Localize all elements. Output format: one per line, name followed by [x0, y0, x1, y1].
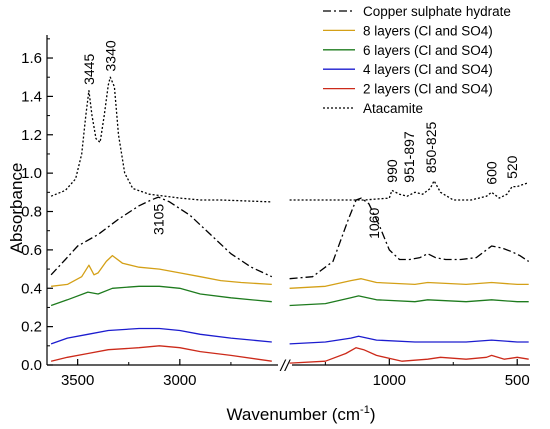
peak-label: 3445 — [81, 54, 97, 85]
series-line-1-panel-2 — [289, 197, 530, 280]
series-line-2-panel-2 — [289, 278, 529, 289]
y-tick-label: 1.4 — [21, 88, 42, 105]
series-line-5-panel-2 — [289, 347, 529, 364]
legend-label: 8 layers (Cl and SO4) — [363, 23, 493, 38]
x-tick-label: 3500 — [61, 372, 94, 389]
axis-break-gap — [278, 359, 292, 371]
peak-label: 990 — [384, 159, 400, 183]
series-line-2-panel-1 — [51, 254, 272, 287]
peak-annotations: 3445 3340 3105 990 951-897 850-825 1060 600 520 — [81, 40, 520, 239]
y-tick-label: 1.6 — [21, 50, 42, 67]
x-axis-title-end: ) — [370, 405, 376, 424]
series-line-6-panel-1 — [50, 76, 272, 203]
legend-label: 4 layers (Cl and SO4) — [363, 62, 493, 77]
y-tick-label: 1.0 — [21, 165, 42, 182]
peak-label: 3340 — [102, 40, 118, 71]
y-axis-title: Absorbance — [7, 163, 26, 254]
axes: 0.0 0.2 0.4 0.6 0.8 1.0 1.2 1.4 1.6 3500 3000 1000 5… — [21, 35, 530, 389]
y-tick-label: 0.2 — [21, 319, 42, 336]
peak-label: 850-825 — [423, 122, 439, 174]
legend-label: Copper sulphate hydrate — [363, 4, 511, 19]
series-line-3-panel-1 — [50, 285, 272, 307]
peak-label: 3105 — [150, 204, 166, 235]
y-tick-label: 1.2 — [21, 127, 42, 144]
series-line-1-panel-1 — [50, 196, 273, 278]
peak-label: 520 — [504, 155, 520, 179]
y-tick-label: 0.0 — [21, 357, 42, 374]
series-line-3-panel-2 — [289, 295, 529, 307]
x-axis-title-main: Wavenumber (cm — [227, 405, 361, 424]
legend-label: Atacamite — [363, 101, 423, 116]
plot-series — [50, 76, 530, 364]
peak-label: 600 — [484, 161, 500, 185]
series-line-6-panel-2 — [289, 180, 529, 201]
series-line-5-panel-1 — [50, 345, 272, 362]
x-axis-title: Wavenumber (cm-1) — [227, 404, 376, 424]
x-tick-label: 500 — [505, 372, 530, 389]
x-tick-label: 3000 — [163, 372, 196, 389]
y-tick-label: 0.8 — [21, 204, 42, 221]
legend-label: 2 layers (Cl and SO4) — [363, 82, 493, 97]
legend: Copper sulphate hydrate 8 layers (Cl and … — [323, 4, 511, 116]
x-tick-label: 1000 — [373, 372, 406, 389]
peak-label: 1060 — [366, 207, 382, 238]
series-line-4-panel-1 — [50, 327, 272, 345]
y-tick-label: 0.6 — [21, 242, 42, 259]
legend-label: 6 layers (Cl and SO4) — [363, 43, 493, 58]
y-tick-label: 0.4 — [21, 280, 42, 297]
axis-break-mark: // — [280, 358, 291, 375]
peak-label: 951-897 — [401, 131, 417, 183]
x-axis-title-sup: -1 — [360, 404, 370, 416]
series-line-4-panel-2 — [289, 335, 529, 345]
